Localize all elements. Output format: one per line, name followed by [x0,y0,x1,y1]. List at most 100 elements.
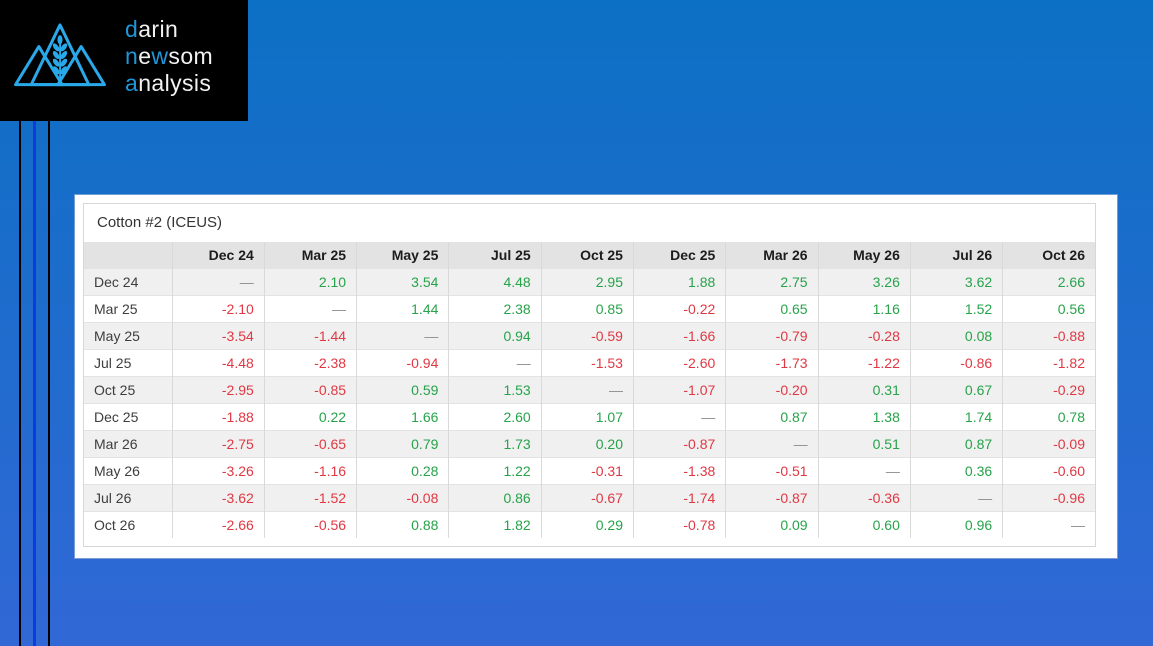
matrix-column-header: Mar 26 [725,242,819,269]
spread-value-cell: -0.60 [1002,457,1095,485]
spread-value-cell: 3.62 [909,268,1003,296]
spread-value-cell: — [725,430,819,458]
vertical-accent-line-black-2 [48,0,50,646]
spread-value-cell: -0.88 [1002,322,1095,350]
spread-value-cell: 2.66 [1002,268,1095,296]
spread-value-cell: -0.65 [263,430,357,458]
spread-value-cell: 0.56 [1002,295,1095,323]
matrix-header-row: Dec 24 Mar 25 May 25 Jul 25 Oct 25 Dec 25 Mar … [84,242,1095,269]
spread-value-cell: -1.66 [632,322,726,350]
spread-value-cell: -1.73 [725,349,819,377]
spread-value-cell: — [909,484,1003,512]
spread-value-cell: — [817,457,911,485]
matrix-row: Dec 25 -1.88 0.22 1.66 2.60 1.07—0.87 1.38 1.74… [84,403,1095,431]
matrix-column-header: Jul 25 [448,242,542,269]
matrix-column-header: May 26 [817,242,911,269]
brand-name: darin newsom analysis [125,16,213,97]
spread-value-cell: 0.29 [540,511,634,538]
vertical-accent-line-black-1 [19,0,21,646]
spread-value-cell: -0.20 [725,376,819,404]
matrix-row-header: Jul 25 [84,349,172,377]
matrix-row-header: May 26 [84,457,172,485]
spread-value-cell: -2.10 [171,295,265,323]
matrix-column-header: May 25 [356,242,449,269]
spread-value-cell: 2.10 [263,268,357,296]
matrix-row-header: May 25 [84,322,172,350]
panel-title: Cotton #2 (ICEUS) [97,214,223,231]
spread-value-cell: -0.85 [263,376,357,404]
spread-value-cell: -2.75 [171,430,265,458]
spread-value-cell: -2.66 [171,511,265,538]
matrix-column-header: Oct 25 [540,242,634,269]
spread-matrix-table: Dec 24 Mar 25 May 25 Jul 25 Oct 25 Dec 25 Mar … [84,242,1095,538]
spread-value-cell: 1.16 [817,295,911,323]
wheat-stalk [52,35,68,80]
spread-value-cell: 0.36 [909,457,1003,485]
spread-value-cell: 1.44 [356,295,449,323]
spread-value-cell: -1.53 [540,349,634,377]
spread-value-cell: 1.88 [632,268,726,296]
matrix-body: Dec 24—2.10 3.54 4.48 2.95 1.88 2.75 3.26 3.62 2… [84,268,1095,538]
spread-value-cell: 2.95 [540,268,634,296]
spread-value-cell: -0.79 [725,322,819,350]
spread-value-cell: -0.29 [1002,376,1095,404]
brand-word-darin: darin [125,16,179,42]
matrix-row-header: Oct 26 [84,511,172,538]
spread-value-cell: -0.86 [909,349,1003,377]
spread-value-cell: 0.51 [817,430,911,458]
spread-value-cell: 0.67 [909,376,1003,404]
spread-value-cell: — [1002,511,1095,538]
spread-value-cell: -0.87 [725,484,819,512]
matrix-row-header: Mar 25 [84,295,172,323]
spread-value-cell: — [632,403,726,431]
spread-value-cell: -4.48 [171,349,265,377]
matrix-row: May 26 -3.26 -1.16 0.28 1.22 -0.31 -1.38 -0.51—… [84,457,1095,485]
quote-panel: Cotton #2 (ICEUS) Dec 24 Mar 25 May 25 Jul … [75,195,1117,558]
spread-value-cell: -0.87 [632,430,726,458]
matrix-row: Jul 26 -3.62 -1.52 -0.08 0.86 -0.67 -1.74 -0.87… [84,484,1095,512]
spread-value-cell: 0.87 [909,430,1003,458]
brand-word-newsom: newsom [125,43,214,69]
matrix-column-header: Mar 25 [263,242,357,269]
spread-value-cell: 0.85 [540,295,634,323]
matrix-row: Oct 25 -2.95 -0.85 0.59 1.53— -1.07 -0.20 0.31 0… [84,376,1095,404]
spread-value-cell: 0.96 [909,511,1003,538]
spread-value-cell: -3.26 [171,457,265,485]
spread-value-cell: 2.38 [448,295,542,323]
matrix-row-header: Jul 26 [84,484,172,512]
spread-value-cell: 0.20 [540,430,634,458]
spread-value-cell: -1.44 [263,322,357,350]
spread-value-cell: 2.60 [448,403,542,431]
spread-value-cell: 1.07 [540,403,634,431]
matrix-row: May 25 -3.54 -1.44—0.94 -0.59 -1.66 -0.79 -0.2… [84,322,1095,350]
spread-value-cell: -1.22 [817,349,911,377]
spread-value-cell: 0.65 [725,295,819,323]
spread-value-cell: 0.79 [356,430,449,458]
spread-value-cell: 1.66 [356,403,449,431]
matrix-row-header: Oct 25 [84,376,172,404]
spread-value-cell: 0.86 [448,484,542,512]
spread-value-cell: — [356,322,449,350]
matrix-row-header: Mar 26 [84,430,172,458]
matrix-corner-cell [84,242,172,269]
spread-value-cell: — [263,295,357,323]
spread-value-cell: -0.56 [263,511,357,538]
spread-value-cell: 0.31 [817,376,911,404]
spread-value-cell: 0.88 [356,511,449,538]
matrix-column-header: Jul 26 [909,242,1003,269]
spread-value-cell: — [171,268,265,296]
spread-value-cell: 2.75 [725,268,819,296]
spread-value-cell: -0.28 [817,322,911,350]
spread-value-cell: -3.62 [171,484,265,512]
spread-value-cell: 1.73 [448,430,542,458]
spread-value-cell: -0.51 [725,457,819,485]
spread-value-cell: 1.22 [448,457,542,485]
spread-value-cell: -0.31 [540,457,634,485]
spread-value-cell: -0.08 [356,484,449,512]
spread-value-cell: -0.78 [632,511,726,538]
matrix-column-header: Dec 25 [632,242,726,269]
spread-value-cell: -1.88 [171,403,265,431]
matrix-row-header: Dec 24 [84,268,172,296]
spread-value-cell: 1.82 [448,511,542,538]
matrix-row: Dec 24—2.10 3.54 4.48 2.95 1.88 2.75 3.26 3.62 2… [84,268,1095,296]
